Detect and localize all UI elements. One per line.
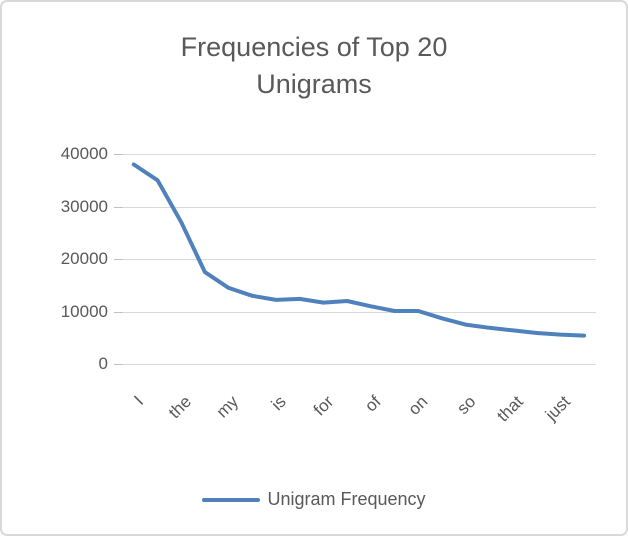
- y-axis-label: 20000: [60, 249, 108, 268]
- gridline: [122, 154, 596, 155]
- y-axis-label: 40000: [60, 144, 108, 163]
- chart-title: Frequencies of Top 20 Unigrams: [2, 29, 626, 103]
- y-axis-tick: [114, 311, 123, 313]
- y-axis-tick: [114, 259, 123, 260]
- gridline: [122, 206, 596, 208]
- series-line-unigram-frequency: [131, 162, 587, 338]
- legend-line-marker: [202, 497, 261, 502]
- chart-title-text: Frequencies of Top 20 Unigrams: [180, 32, 448, 99]
- gridline: [122, 364, 596, 365]
- y-axis-label: 0: [98, 354, 108, 373]
- y-axis-label: 10000: [60, 301, 108, 321]
- gridline: [122, 259, 596, 260]
- legend-label: Unigram Frequency: [267, 489, 426, 509]
- y-axis-label: 30000: [60, 196, 108, 216]
- y-axis-tick: [114, 206, 123, 208]
- y-axis-tick: [114, 364, 123, 365]
- y-axis-tick: [114, 154, 123, 155]
- legend: Unigram Frequency: [2, 489, 626, 510]
- gridline: [122, 311, 596, 313]
